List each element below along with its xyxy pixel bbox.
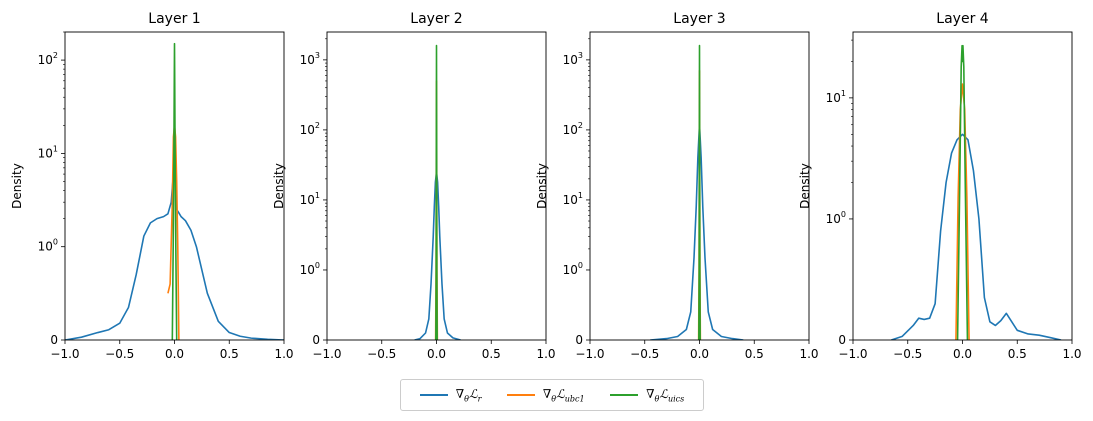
x-tick-label: −0.5 bbox=[893, 347, 922, 361]
y-tick-label: 100 bbox=[826, 210, 846, 226]
y-tick-label: 103 bbox=[563, 51, 583, 67]
y-tick-label: 101 bbox=[826, 89, 846, 105]
y-tick-label: 100 bbox=[38, 238, 58, 254]
x-tick-label: −0.5 bbox=[367, 347, 396, 361]
x-tick-label: 0.5 bbox=[220, 347, 239, 361]
y-tick-label: 101 bbox=[300, 191, 320, 207]
chart-panel-4: −1.0 −0.5 0.0 0.5 1.0 0 100 101 Layer 4 Density bbox=[798, 11, 1082, 361]
x-tick-label: −0.5 bbox=[630, 347, 659, 361]
chart-panel-2: −1.0 −0.5 0.0 0.5 1.0 0 100 101 102 103 Layer 2 Den… bbox=[272, 11, 556, 361]
x-tick-label: 0.0 bbox=[427, 347, 446, 361]
legend-item-r: ∇θℒr bbox=[419, 386, 482, 404]
x-tick-label: 0.5 bbox=[1008, 347, 1027, 361]
x-tick-label: 0.0 bbox=[953, 347, 972, 361]
y-tick-label: 102 bbox=[38, 51, 58, 67]
y-tick-label: 102 bbox=[300, 121, 320, 137]
legend-item-ubc1: ∇θℒubc1 bbox=[506, 386, 585, 404]
legend-item-uics: ∇θℒuics bbox=[610, 387, 684, 403]
y-tick-label: 100 bbox=[563, 261, 583, 277]
y-axis-label: Density bbox=[10, 163, 24, 209]
x-tick-label: 0.5 bbox=[745, 347, 764, 361]
x-tick-label: −1.0 bbox=[312, 347, 341, 361]
y-axis-label: Density bbox=[798, 163, 812, 209]
series-line-1 bbox=[650, 123, 744, 340]
chart-title: Layer 3 bbox=[673, 11, 725, 27]
series-line-3 bbox=[956, 44, 969, 340]
legend-label-uics: ∇θℒuics bbox=[646, 386, 685, 404]
y-tick-label: 102 bbox=[563, 121, 583, 137]
legend-label-r: ∇θℒr bbox=[455, 386, 482, 404]
x-tick-label: −1.0 bbox=[50, 347, 79, 361]
series-line-3 bbox=[171, 42, 178, 340]
x-tick-label: −1.0 bbox=[838, 347, 867, 361]
chart-panel-1: −1.0 −0.5 0.0 0.5 1.0 0 100 101 102 Layer 1 Densit… bbox=[10, 11, 294, 361]
legend-swatch-ubc1 bbox=[506, 393, 535, 396]
y-axis-label: Density bbox=[272, 163, 286, 209]
y-tick-label: 101 bbox=[38, 144, 58, 160]
axes-frame bbox=[852, 31, 1073, 341]
x-tick-label: 1.0 bbox=[536, 347, 555, 361]
series-line-3 bbox=[698, 44, 701, 340]
x-tick-label: 0.5 bbox=[482, 347, 501, 361]
x-tick-label: −0.5 bbox=[105, 347, 134, 361]
y-tick-label: 0 bbox=[838, 333, 846, 347]
legend-swatch-uics bbox=[610, 393, 639, 396]
chart-title: Layer 1 bbox=[148, 11, 200, 27]
y-tick-label: 0 bbox=[50, 333, 58, 347]
x-tick-label: 1.0 bbox=[1062, 347, 1081, 361]
y-tick-label: 103 bbox=[300, 51, 320, 67]
legend: ∇θℒr ∇θℒubc1 ∇θℒuics bbox=[400, 379, 704, 411]
y-axis-label: Density bbox=[535, 163, 549, 209]
y-tick-label: 101 bbox=[563, 191, 583, 207]
chart-title: Layer 2 bbox=[410, 11, 462, 27]
x-tick-label: 0.0 bbox=[690, 347, 709, 361]
y-tick-label: 100 bbox=[300, 261, 320, 277]
legend-label-ubc1: ∇θℒubc1 bbox=[542, 386, 585, 404]
x-tick-label: 1.0 bbox=[799, 347, 818, 361]
series-line-2 bbox=[955, 83, 970, 340]
series-line-1 bbox=[891, 133, 1062, 340]
chart-title: Layer 4 bbox=[936, 11, 988, 27]
y-tick-label: 0 bbox=[575, 333, 583, 347]
x-tick-label: 1.0 bbox=[274, 347, 293, 361]
x-tick-label: −1.0 bbox=[575, 347, 604, 361]
chart-panel-3: −1.0 −0.5 0.0 0.5 1.0 0 100 101 102 103 Layer 3 Den… bbox=[535, 11, 819, 361]
x-tick-label: 0.0 bbox=[165, 347, 184, 361]
series-line-3 bbox=[435, 44, 438, 340]
legend-swatch-r bbox=[419, 393, 448, 396]
y-tick-label: 0 bbox=[312, 333, 320, 347]
